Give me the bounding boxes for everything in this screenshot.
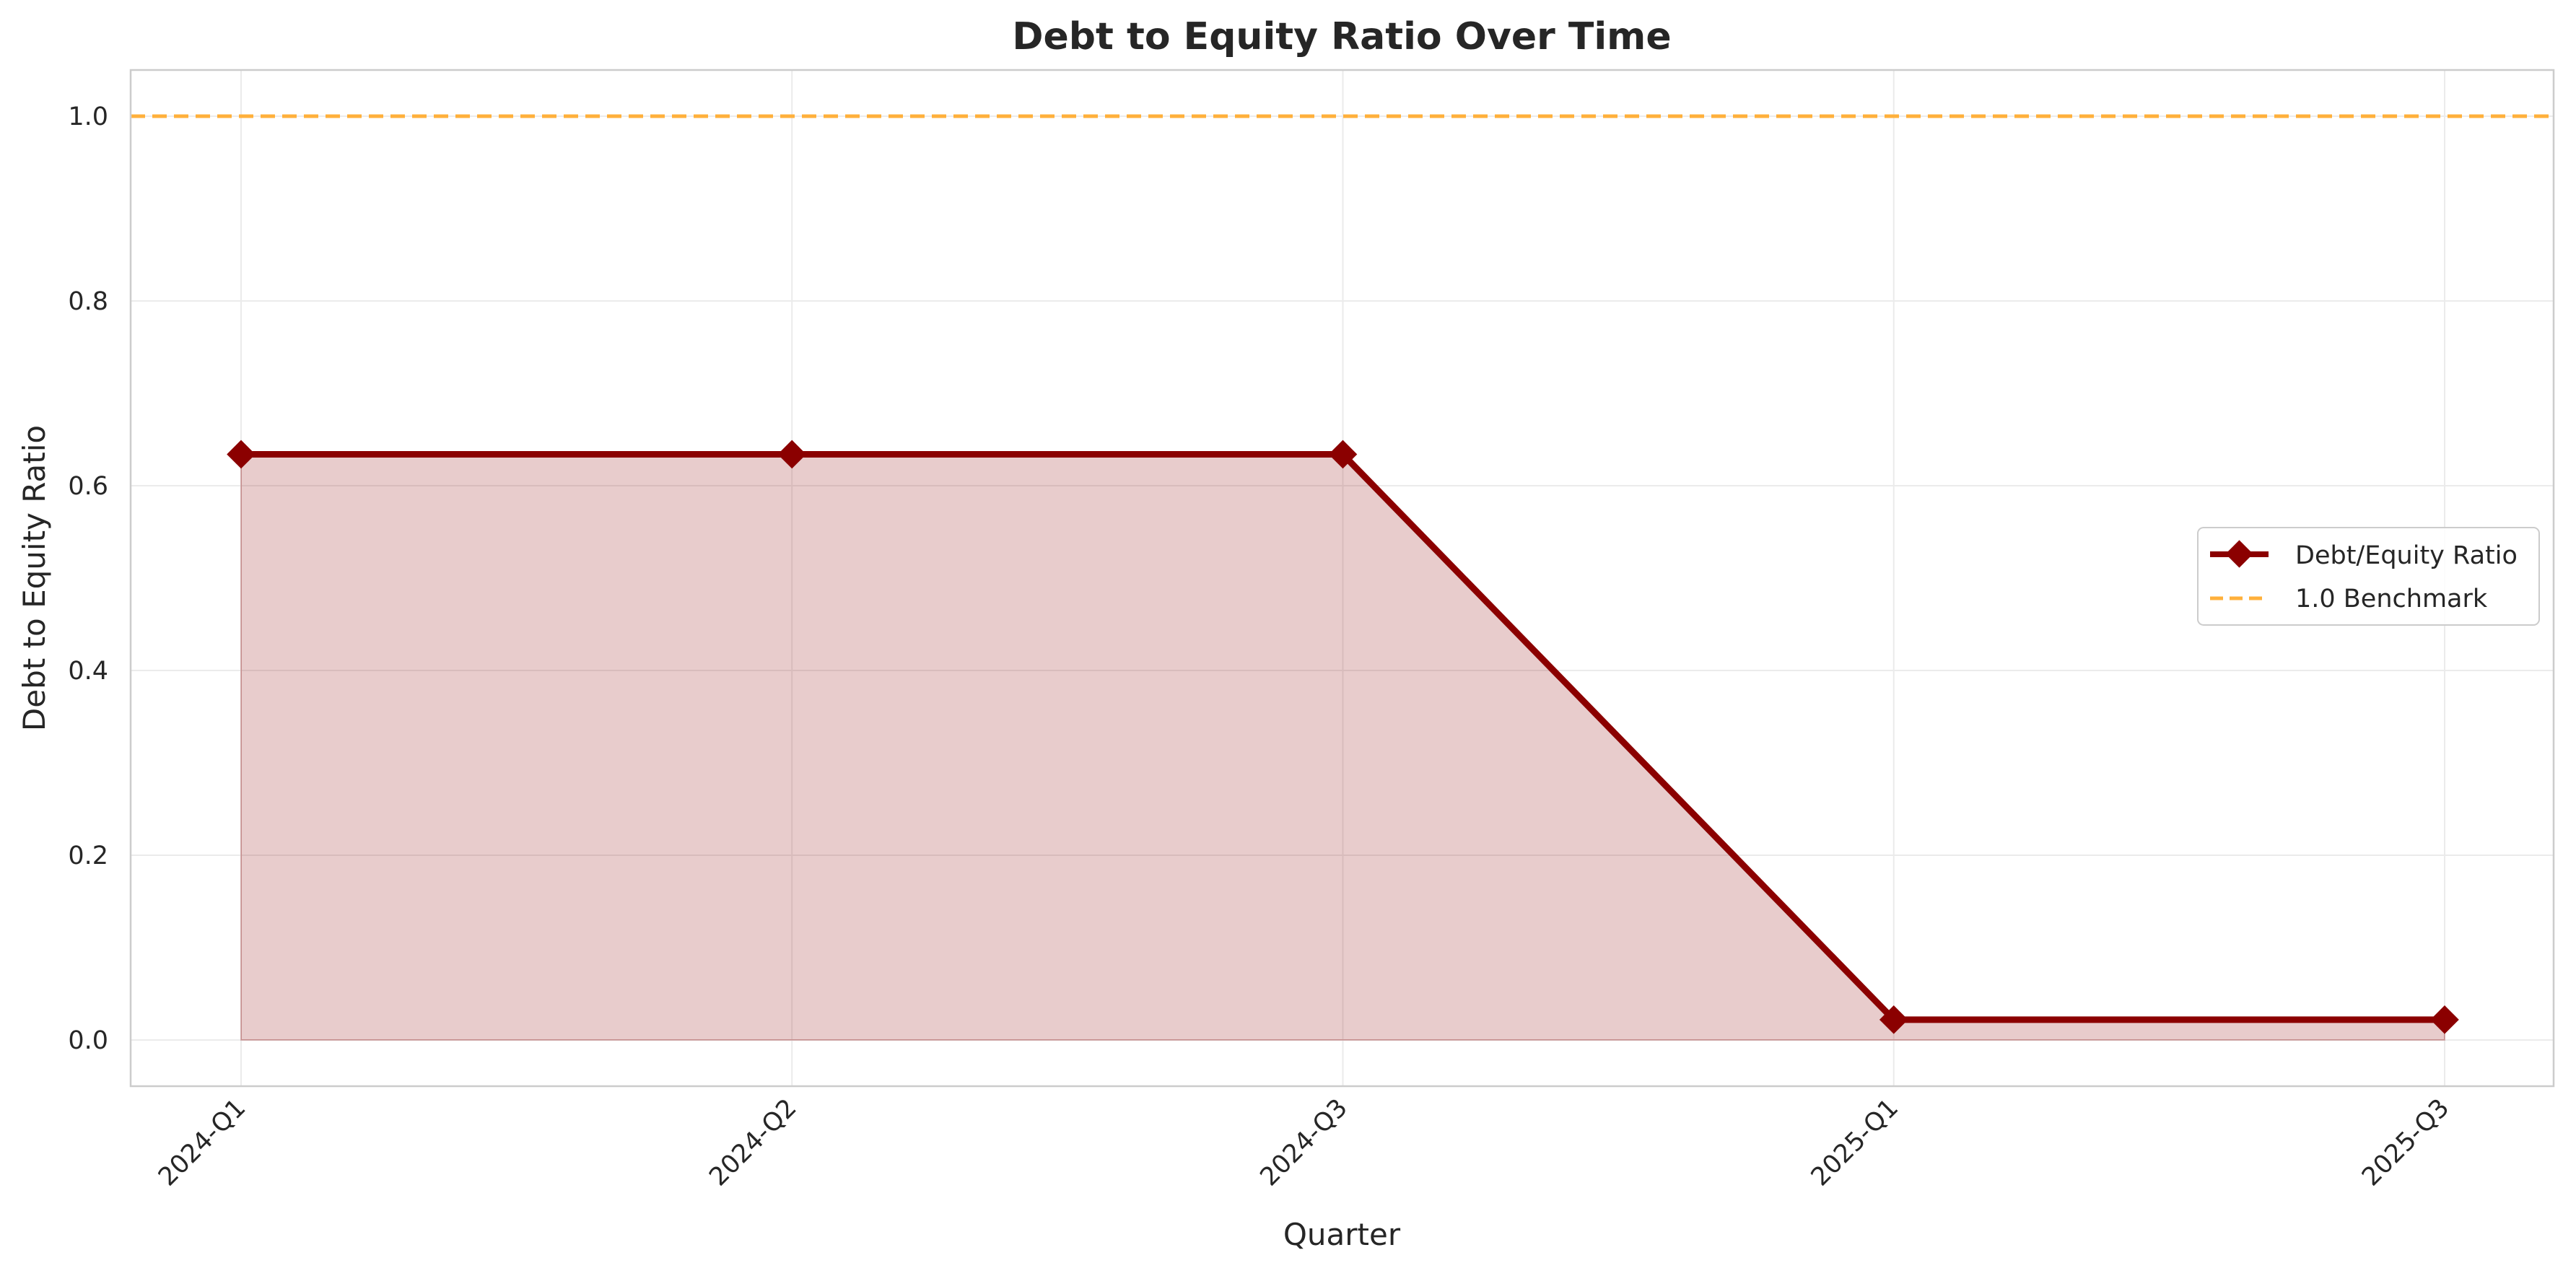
y-tick-label: 0.0 [68, 1026, 108, 1055]
y-tick-label: 0.4 [68, 657, 108, 686]
plot-frame [129, 69, 2555, 1088]
series-layer [227, 440, 2459, 1034]
legend: Debt/Equity Ratio 1.0 Benchmark [2197, 527, 2540, 626]
data-point-marker [777, 440, 807, 469]
legend-label-benchmark: 1.0 Benchmark [2295, 585, 2488, 613]
y-tick-label: 0.2 [68, 842, 108, 870]
y-tick-label: 0.6 [68, 472, 108, 501]
chart-title: Debt to Equity Ratio Over Time [1012, 15, 1671, 58]
data-point-marker [227, 440, 256, 469]
x-tick-label: 2025-Q1 [1806, 1093, 1904, 1192]
x-tick-label: 2024-Q2 [704, 1093, 802, 1192]
x-tick-label: 2024-Q1 [153, 1093, 251, 1192]
y-tick-label: 1.0 [68, 102, 108, 131]
legend-diamond-marker [2225, 540, 2253, 568]
legend-entry-series: Debt/Equity Ratio [2210, 540, 2518, 570]
x-tick-label: 2025-Q3 [2357, 1093, 2455, 1192]
y-ticks: 0.0 0.2 0.4 0.6 0.8 1.0 [68, 102, 108, 1055]
x-axis-label: Quarter [1283, 1217, 1401, 1252]
data-point-marker [2430, 1005, 2459, 1034]
y-tick-label: 0.8 [68, 287, 108, 316]
legend-entry-benchmark: 1.0 Benchmark [2210, 585, 2488, 613]
data-point-marker [1879, 1005, 1908, 1034]
data-point-marker [1328, 440, 1358, 469]
x-ticks: 2024-Q1 2024-Q2 2024-Q3 2025-Q1 2025-Q3 [153, 1093, 2455, 1192]
y-axis-label: Debt to Equity Ratio [17, 425, 52, 731]
x-tick-label: 2024-Q3 [1255, 1093, 1353, 1192]
legend-label-series: Debt/Equity Ratio [2295, 541, 2518, 570]
legend-box [2197, 527, 2540, 626]
